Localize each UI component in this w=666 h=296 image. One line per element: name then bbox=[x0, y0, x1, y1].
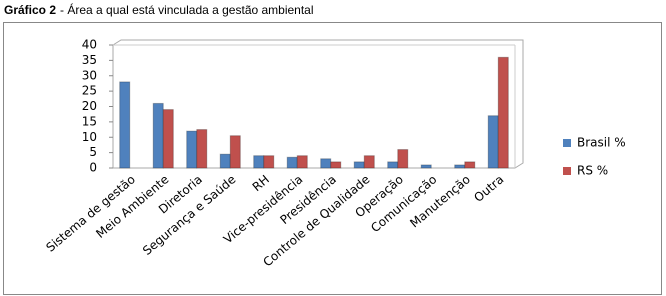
legend-label: Brasil % bbox=[577, 136, 626, 150]
caption-label: Gráfico 2 bbox=[4, 3, 57, 17]
y-tick-label: 10 bbox=[82, 130, 97, 144]
caption: Gráfico 2- Área a qual está vinculada a … bbox=[4, 3, 314, 17]
y-tick-label: 0 bbox=[89, 161, 97, 175]
bar bbox=[253, 155, 265, 169]
y-tick-label: 35 bbox=[82, 53, 97, 67]
bar bbox=[263, 155, 275, 169]
legend-swatch bbox=[563, 167, 571, 175]
y-tick-label: 30 bbox=[82, 68, 97, 82]
x-tick-label: RH bbox=[250, 172, 272, 194]
legend-label: RS % bbox=[577, 164, 608, 178]
bar bbox=[229, 135, 241, 169]
y-tick-label: 20 bbox=[82, 99, 97, 113]
bar bbox=[286, 156, 298, 169]
bar bbox=[497, 56, 509, 169]
bar bbox=[320, 158, 332, 169]
legend-swatch bbox=[563, 139, 571, 147]
y-tick-label: 25 bbox=[82, 84, 97, 98]
bar bbox=[454, 164, 466, 169]
bar bbox=[330, 161, 342, 169]
bar bbox=[487, 115, 499, 169]
bar bbox=[353, 161, 365, 169]
y-tick-label: 15 bbox=[82, 114, 97, 128]
bar bbox=[119, 81, 131, 169]
bar bbox=[464, 161, 476, 169]
plot-wall bbox=[112, 39, 524, 169]
bar bbox=[296, 155, 308, 169]
y-tick-label: 40 bbox=[82, 38, 97, 52]
bar bbox=[162, 109, 174, 169]
bar bbox=[420, 164, 432, 169]
caption-text: - Área a qual está vinculada a gestão am… bbox=[60, 3, 314, 17]
bar bbox=[186, 130, 198, 169]
chart-frame bbox=[3, 22, 662, 295]
bar bbox=[387, 161, 399, 169]
bar bbox=[219, 153, 231, 169]
bar bbox=[152, 102, 164, 169]
bar bbox=[196, 129, 208, 169]
bar bbox=[363, 155, 375, 169]
bar bbox=[397, 149, 409, 169]
x-tick-label: Outra bbox=[471, 172, 506, 205]
y-tick-label: 5 bbox=[89, 145, 97, 159]
